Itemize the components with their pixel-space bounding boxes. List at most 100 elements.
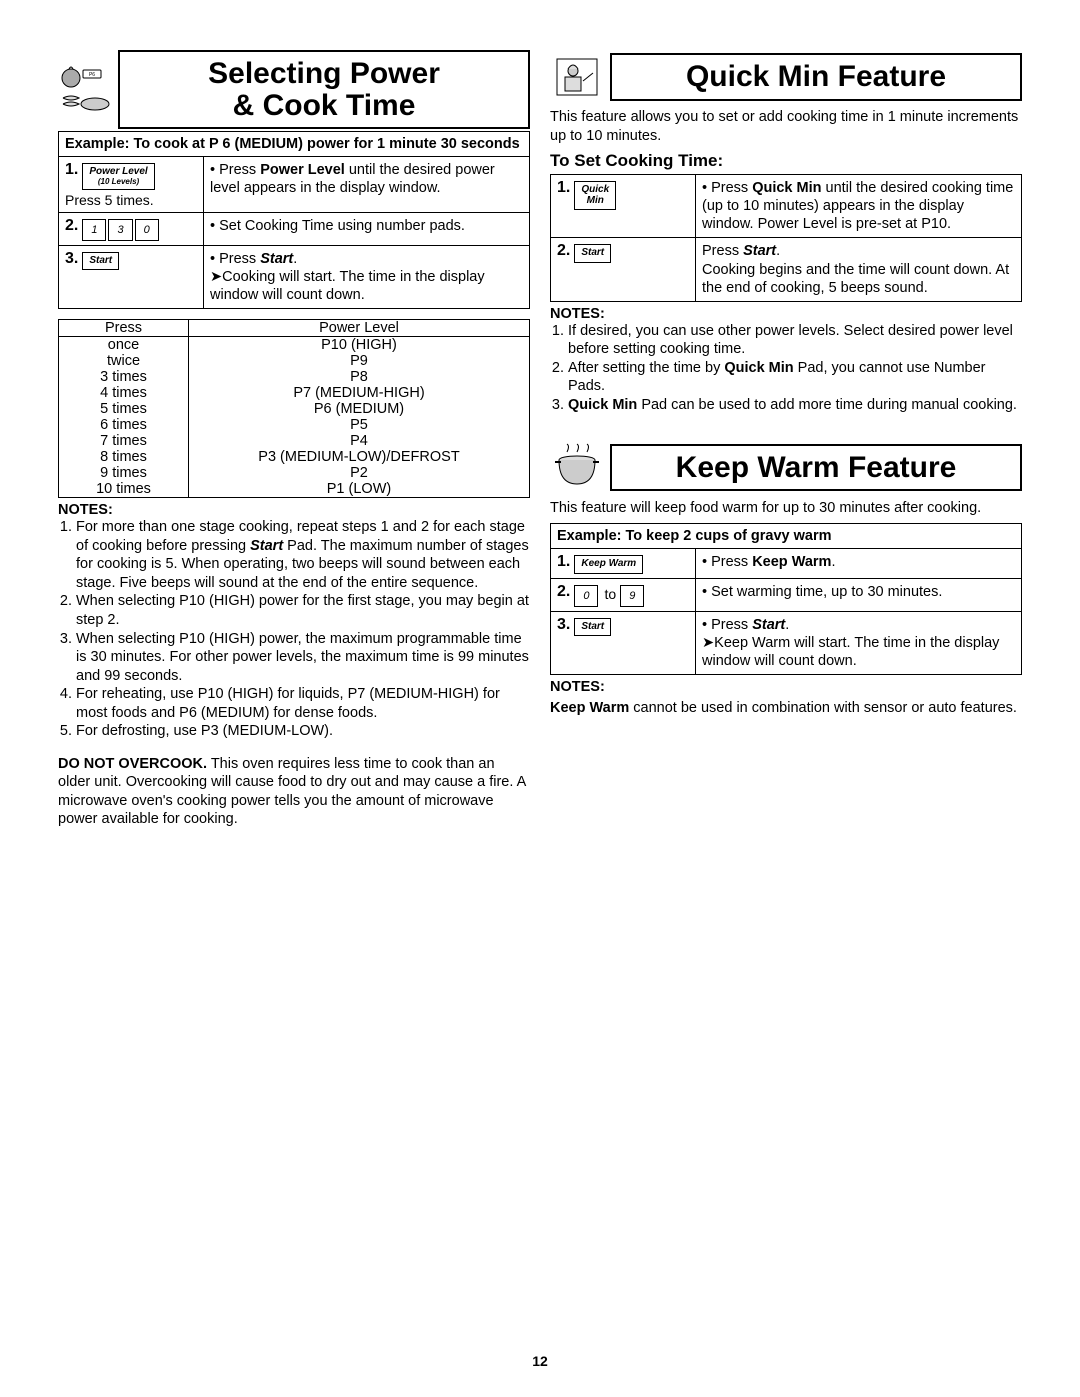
power-level-rows: onceP10 (HIGH)twiceP93 timesP84 timesP7 … [59,337,530,498]
section-title-frame: Selecting Power& Cook Time [118,50,530,129]
power-level-value: P7 (MEDIUM-HIGH) [189,385,530,401]
press-count: 7 times [59,433,189,449]
step-action-cell: 3. Start [551,611,696,674]
list-item: After setting the time by Quick Min Pad,… [568,359,1022,396]
table-row: 1. Power Level(10 Levels)Press 5 times.•… [59,157,530,213]
tomato-bacon-dish-icon: P6 [58,63,112,117]
quickmin-notes: If desired, you can use other power leve… [550,322,1022,415]
section-header-keepwarm: Keep Warm Feature [550,441,1022,495]
power-cook-notes: For more than one stage cooking, repeat … [58,518,530,741]
step-instruction-cell: Press Start.Cooking begins and the time … [696,238,1022,301]
step-instruction-cell: • Set Cooking Time using number pads. [204,212,530,245]
pl-head-press: Press [59,320,189,337]
power-level-value: P6 (MEDIUM) [189,401,530,417]
step-instruction-cell: • Press Quick Min until the desired cook… [696,175,1022,238]
right-column: Quick Min Feature This feature allows yo… [550,50,1022,829]
table-row: 7 timesP4 [59,433,530,449]
keepwarm-steps-body: 1. Keep Warm• Press Keep Warm.2. 0 to 9•… [551,549,1022,675]
power-level-value: P4 [189,433,530,449]
power-level-value: P9 [189,353,530,369]
list-item: For defrosting, use P3 (MEDIUM-LOW). [76,722,530,741]
keepwarm-steps-table: Example: To keep 2 cups of gravy warm 1.… [550,523,1022,675]
two-columns: P6 Selecting Power& Cook Time Example: T… [58,50,1022,829]
section-title-frame: Quick Min Feature [610,53,1022,101]
page-number: 12 [0,1353,1080,1369]
power-cook-steps-body: 1. Power Level(10 Levels)Press 5 times.•… [59,157,530,309]
power-level-value: P5 [189,417,530,433]
overcook-warning: DO NOT OVERCOOK. This oven requires less… [58,755,530,829]
press-count: 3 times [59,369,189,385]
table-row: 4 timesP7 (MEDIUM-HIGH) [59,385,530,401]
step-instruction-cell: • Set warming time, up to 30 minutes. [696,578,1022,611]
table-row: onceP10 (HIGH) [59,337,530,354]
list-item: Quick Min Pad can be used to add more ti… [568,396,1022,415]
table-row: 1. Keep Warm• Press Keep Warm. [551,549,1022,579]
press-count: 6 times [59,417,189,433]
step-action-cell: 2. 130 [59,212,204,245]
power-level-value: P8 [189,369,530,385]
step-action-cell: 2. Start [551,238,696,301]
table-row: 9 timesP2 [59,465,530,481]
quickmin-steps-body: 1. QuickMin• Press Quick Min until the d… [551,175,1022,302]
table-row: 2. StartPress Start.Cooking begins and t… [551,238,1022,301]
table-row: 10 timesP1 (LOW) [59,481,530,498]
press-count: 10 times [59,481,189,498]
keepwarm-notes-para: Keep Warm cannot be used in combination … [550,699,1022,718]
step-action-cell: 3. Start [59,245,204,308]
list-item: For more than one stage cooking, repeat … [76,518,530,592]
table-row: 8 timesP3 (MEDIUM-LOW)/DEFROST [59,449,530,465]
section-header-power-cook: P6 Selecting Power& Cook Time [58,50,530,129]
notes-heading: NOTES: [550,679,1022,695]
step-instruction-cell: • Press Start.➤Keep Warm will start. The… [696,611,1022,674]
section-title: Quick Min Feature [622,61,1010,93]
quickmin-intro: This feature allows you to set or add co… [550,108,1022,145]
step-instruction-cell: • Press Keep Warm. [696,549,1022,579]
list-item: For reheating, use P10 (HIGH) for liquid… [76,685,530,722]
list-item: If desired, you can use other power leve… [568,322,1022,359]
step-action-cell: 1. QuickMin [551,175,696,238]
table-row: 2. 0 to 9• Set warming time, up to 30 mi… [551,578,1022,611]
pot-warm-icon [550,441,604,495]
table-row: 3. Start• Press Start.➤Keep Warm will st… [551,611,1022,674]
step-instruction-cell: • Press Power Level until the desired po… [204,157,530,213]
table-row: 3. Start• Press Start.➤Cooking will star… [59,245,530,308]
section-title: Keep Warm Feature [622,452,1010,484]
quickmin-subhead: To Set Cooking Time: [550,151,1022,171]
notes-heading: NOTES: [58,502,530,518]
press-count: 5 times [59,401,189,417]
list-item: When selecting P10 (HIGH) power, the max… [76,630,530,686]
section-header-quickmin: Quick Min Feature [550,50,1022,104]
example-header: Example: To cook at P 6 (MEDIUM) power f… [59,132,530,157]
step-action-cell: 1. Power Level(10 Levels)Press 5 times. [59,157,204,213]
power-level-value: P10 (HIGH) [189,337,530,354]
power-level-value: P1 (LOW) [189,481,530,498]
keepwarm-intro: This feature will keep food warm for up … [550,499,1022,518]
table-row: 3 timesP8 [59,369,530,385]
table-row: 6 timesP5 [59,417,530,433]
step-action-cell: 2. 0 to 9 [551,578,696,611]
list-item: When selecting P10 (HIGH) power for the … [76,592,530,629]
manual-page: P6 Selecting Power& Cook Time Example: T… [0,0,1080,1397]
section-title: Selecting Power& Cook Time [130,58,518,121]
step-instruction-cell: • Press Start.➤Cooking will start. The t… [204,245,530,308]
power-level-value: P2 [189,465,530,481]
example-header: Example: To keep 2 cups of gravy warm [551,524,1022,549]
pl-head-level: Power Level [189,320,530,337]
table-row: 5 timesP6 (MEDIUM) [59,401,530,417]
section-title-frame: Keep Warm Feature [610,444,1022,492]
svg-text:P6: P6 [89,72,95,78]
step-action-cell: 1. Keep Warm [551,549,696,579]
power-cook-steps-table: Example: To cook at P 6 (MEDIUM) power f… [58,131,530,309]
table-row: 2. 130• Set Cooking Time using number pa… [59,212,530,245]
press-count: 9 times [59,465,189,481]
press-count: 4 times [59,385,189,401]
table-row: 1. QuickMin• Press Quick Min until the d… [551,175,1022,238]
table-row: twiceP9 [59,353,530,369]
notes-heading: NOTES: [550,306,1022,322]
left-column: P6 Selecting Power& Cook Time Example: T… [58,50,530,829]
chef-icon [550,50,604,104]
quickmin-steps-table: 1. QuickMin• Press Quick Min until the d… [550,174,1022,302]
power-level-table: Press Power Level onceP10 (HIGH)twiceP93… [58,319,530,498]
press-count: once [59,337,189,354]
power-level-value: P3 (MEDIUM-LOW)/DEFROST [189,449,530,465]
